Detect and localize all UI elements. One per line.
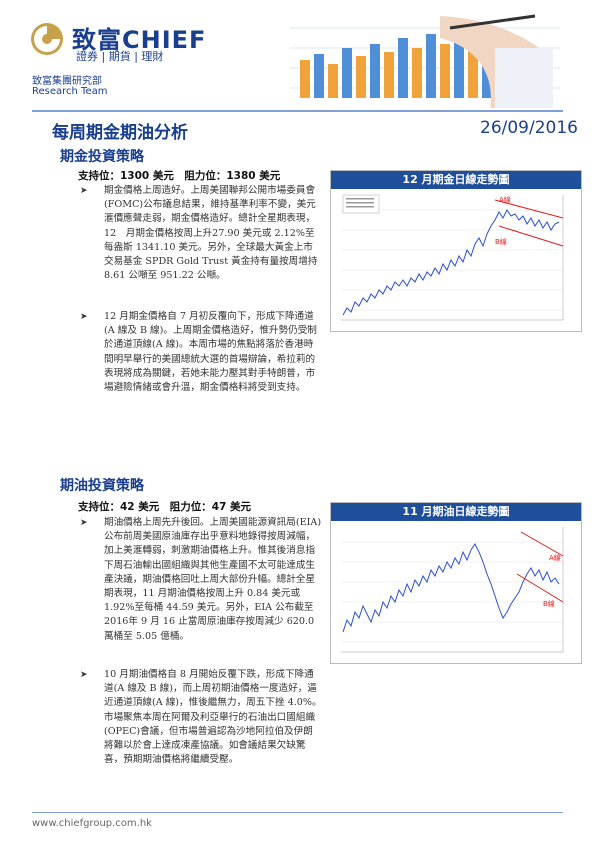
- oil-chart-plot: A線 B線: [341, 527, 564, 653]
- gold-chart-title: 12 月期金日線走勢圖: [331, 171, 581, 189]
- bullet-arrow-icon: ➤: [80, 670, 88, 680]
- gold-paragraph-1: 期金價格上周造好。上周美國聯邦公開市場委員會(FOMC)公布議息結果，維持基準利…: [104, 185, 318, 282]
- brand-name: 致富CHIEF: [72, 20, 206, 55]
- department-name-cn: 致富集團研究部: [32, 76, 102, 87]
- bullet-arrow-icon: ➤: [80, 518, 88, 528]
- document-date: 26/09/2016: [480, 118, 578, 138]
- gold-line-b-label: B線: [495, 237, 507, 246]
- brand-name-en: CHIEF: [122, 26, 207, 54]
- header-bar-chart-illustration: [290, 8, 560, 108]
- oil-support-resistance: 支持位：42 美元 阻力位：47 美元: [78, 501, 252, 513]
- footer-divider: [32, 812, 563, 813]
- brand-name-cn: 致富: [72, 26, 122, 54]
- document-title: 每周期金期油分析: [52, 123, 188, 143]
- gold-paragraph-2: 12 月期金價格自 7 月初反覆向下，形成下降通道(A 線及 B 線)。上周期金…: [104, 311, 317, 394]
- gold-section-title: 期金投資策略: [60, 149, 144, 165]
- oil-line-b-label: B線: [543, 599, 555, 608]
- oil-paragraph-2: 10 月期油價格自 8 月開始反覆下跌，形成下降通道(A 線及 B 線)，而上周…: [104, 669, 322, 766]
- gold-chart-plot: A線 B線: [341, 194, 564, 321]
- oil-section-title: 期油投資策略: [60, 478, 144, 494]
- oil-chart-title: 11 月期油日線走勢圖: [331, 503, 581, 521]
- oil-daily-chart: 11 月期油日線走勢圖 A線 B線: [330, 502, 582, 664]
- header-divider: [32, 110, 563, 112]
- bullet-arrow-icon: ➤: [80, 186, 88, 196]
- gold-daily-chart: 12 月期金日線走勢圖 A線 B線: [330, 170, 582, 332]
- oil-paragraph-1: 期油價格上周先升後回。上周美國能源資訊局(EIA)公布前周美國原油庫存出乎意料地…: [104, 517, 322, 642]
- bullet-arrow-icon: ➤: [80, 312, 88, 322]
- oil-line-a-label: A線: [549, 553, 561, 562]
- footer-website-link[interactable]: www.chiefgroup.com.hk: [32, 818, 152, 829]
- gold-line-a-label: A線: [499, 195, 511, 204]
- chief-logo-mark: [31, 23, 63, 55]
- brand-tagline: 證券 | 期貨 | 理財: [76, 50, 164, 63]
- department-name-en: Research Team: [32, 86, 108, 97]
- gold-support-resistance: 支持位：1300 美元 阻力位：1380 美元: [78, 170, 281, 182]
